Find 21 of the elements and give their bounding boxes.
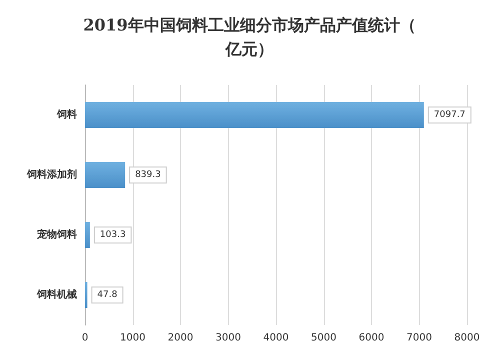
bar [85,102,424,128]
x-tick-label: 2000 [168,332,194,344]
data-label: 839.3 [135,170,161,180]
y-tick-label: 饲料添加剂 [26,168,77,180]
x-tick-label: 3000 [216,332,241,344]
x-tick-label: 0 [82,332,88,344]
x-tick-label: 8000 [454,332,480,344]
data-label: 7097.7 [434,110,466,120]
data-label: 103.3 [100,230,126,240]
bar [85,162,126,188]
bar [85,222,90,248]
x-tick-label: 7000 [406,332,432,344]
y-tick-label: 饲料 [56,108,77,120]
x-tick-label: 1000 [120,332,146,344]
y-tick-label: 宠物饲料 [36,228,77,240]
y-tick-label: 饲料机械 [36,288,77,300]
x-tick-label: 4000 [263,332,289,344]
chart-title: 2019年中国饲料工业细分市场产品产值统计（亿元） [83,16,416,58]
x-tick-label: 5000 [311,332,336,344]
data-label: 47.8 [97,290,118,300]
x-tick-label: 6000 [358,332,384,344]
